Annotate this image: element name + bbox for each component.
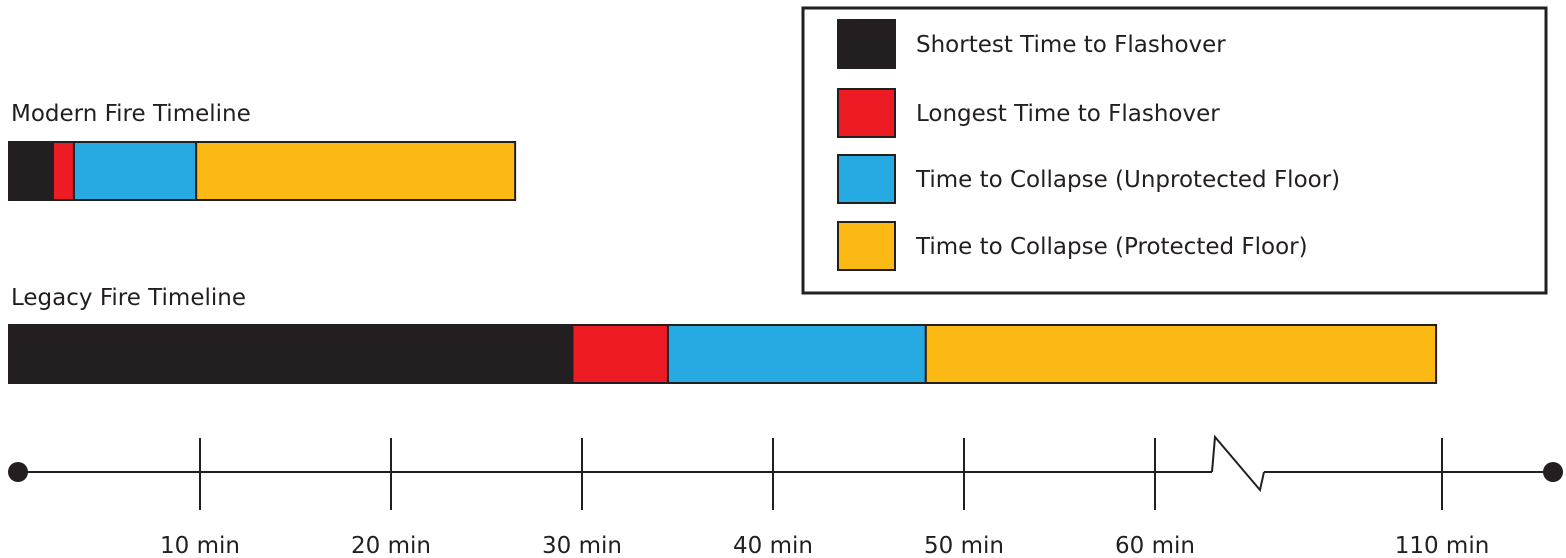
legend-swatch — [837, 154, 896, 204]
timeline-modern: Modern Fire Timeline — [8, 101, 517, 201]
bar-segment-2 — [51, 141, 75, 201]
series-label: Legacy Fire Timeline — [11, 285, 246, 311]
legend-label: Time to Collapse (Unprotected Floor) — [915, 167, 1340, 193]
legend-swatch — [837, 88, 896, 138]
legend-item: Time to Collapse (Unprotected Floor) — [837, 154, 1340, 204]
legend-label: Time to Collapse (Protected Floor) — [915, 234, 1308, 260]
tick-label: 50 min — [924, 533, 1004, 558]
legend-item: Longest Time to Flashover — [837, 88, 1220, 138]
timeline-legacy: Legacy Fire Timeline — [8, 285, 1438, 384]
tick-label: 20 min — [351, 533, 431, 558]
axis-break-mark — [1211, 434, 1265, 493]
tick-label: 110 min — [1395, 533, 1490, 558]
bar-segment-4 — [195, 141, 517, 201]
legend-item: Time to Collapse (Protected Floor) — [837, 221, 1308, 271]
series-label: Modern Fire Timeline — [11, 101, 251, 127]
tick-label: 10 min — [160, 533, 240, 558]
bar-segment-4 — [924, 324, 1438, 384]
bar-segment-3 — [72, 141, 198, 201]
legend-box — [801, 6, 1548, 295]
time-axis: 10 min 20 min 30 min 40 min 50 min 60 min 110 … — [8, 434, 1563, 558]
axis-start-dot — [8, 462, 28, 482]
axis-end-dot — [1543, 462, 1563, 482]
bar-segment-1 — [8, 324, 574, 384]
legend-swatch — [837, 221, 896, 271]
tick-label: 30 min — [542, 533, 622, 558]
legend-label: Shortest Time to Flashover — [916, 32, 1226, 58]
legend-label: Longest Time to Flashover — [916, 101, 1220, 127]
tick-label: 40 min — [733, 533, 813, 558]
bar-segment-3 — [666, 324, 927, 384]
timeline-bars: Modern Fire Timeline Legacy Fire Timeline — [8, 101, 1438, 384]
legend: Shortest Time to Flashover Longest Time t… — [801, 6, 1548, 295]
bar-segment-1 — [8, 141, 54, 201]
legend-swatch — [837, 19, 896, 69]
legend-item: Shortest Time to Flashover — [837, 19, 1226, 69]
tick-label: 60 min — [1115, 533, 1195, 558]
bar-segment-2 — [571, 324, 669, 384]
